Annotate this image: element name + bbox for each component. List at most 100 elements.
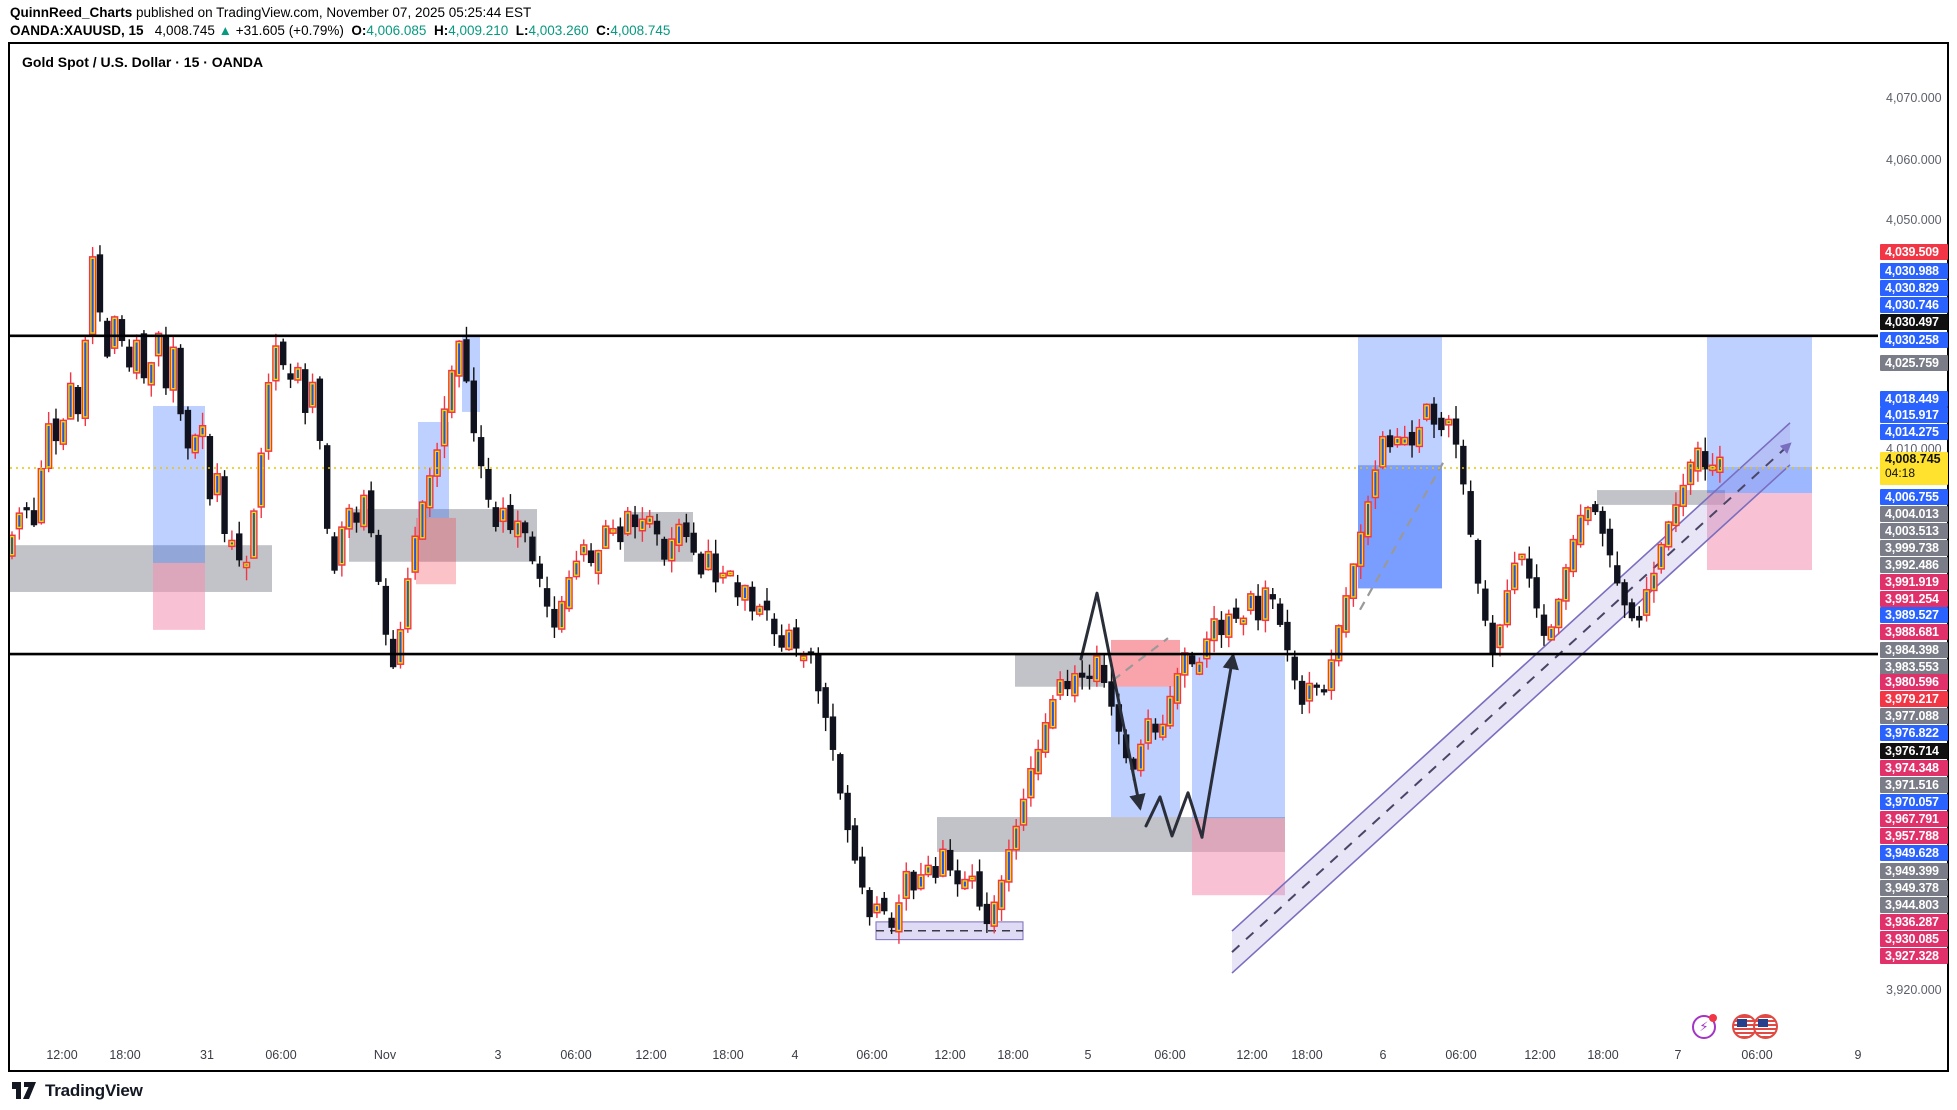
us-flag-event-icon[interactable]	[1753, 1014, 1778, 1039]
channel-midline[interactable]	[1231, 442, 1792, 953]
price-badge-pink[interactable]: 3,974.348	[1880, 760, 1948, 776]
dashed-trendline[interactable]	[1359, 462, 1444, 611]
time-axis-tick: 18:00	[1291, 1048, 1323, 1062]
price-badge-gray[interactable]: 3,999.738	[1880, 540, 1948, 556]
price-badge-blue[interactable]: 4,030.746	[1880, 297, 1948, 313]
price-badge-blue[interactable]: 4,006.755	[1880, 489, 1948, 505]
price-badge-gray[interactable]: 3,949.378	[1880, 880, 1948, 896]
projection-w-pattern[interactable]	[1144, 791, 1204, 839]
zone-pink[interactable]	[153, 562, 205, 630]
price-badge-blue[interactable]: 3,970.057	[1880, 794, 1948, 810]
price-badge-pink[interactable]: 3,988.681	[1880, 624, 1948, 640]
time-axis-tick: 31	[200, 1048, 214, 1062]
time-axis-tick: 9	[1854, 1048, 1862, 1062]
price-badge-pink[interactable]: 3,930.085	[1880, 931, 1948, 947]
projection-arrow-up[interactable]	[1200, 652, 1239, 839]
price-badge-black[interactable]: 3,976.714	[1880, 743, 1948, 759]
price-badge-pink[interactable]: 3,957.788	[1880, 828, 1948, 844]
price-badge-blue[interactable]: 4,030.988	[1880, 263, 1948, 279]
price-badge-pink[interactable]: 3,967.791	[1880, 811, 1948, 827]
price-badge-blue[interactable]: 4,030.829	[1880, 280, 1948, 296]
alert-dot-icon	[1709, 1013, 1717, 1022]
price-badge-blue[interactable]: 4,018.449	[1880, 391, 1948, 407]
price-badge-pink[interactable]: 3,927.328	[1880, 948, 1948, 964]
price-badge-gray[interactable]: 3,944.803	[1880, 897, 1948, 913]
zone-blue[interactable]	[153, 405, 205, 563]
time-axis-tick: 18:00	[997, 1048, 1029, 1062]
price-badge-gray[interactable]: 3,984.398	[1880, 642, 1948, 658]
chart-legend-title[interactable]: Gold Spot / U.S. Dollar · 15 · OANDA	[22, 54, 264, 70]
time-axis-tick: 06:00	[1741, 1048, 1773, 1062]
time-axis-tick: 06:00	[856, 1048, 888, 1062]
price-badge-blue[interactable]: 3,949.628	[1880, 845, 1948, 861]
time-axis-tick: 06:00	[1445, 1048, 1477, 1062]
current-price-badge[interactable]: 4,008.745 04:18	[1880, 452, 1948, 485]
time-axis-tick: 7	[1674, 1048, 1682, 1062]
author-name: QuinnReed_Charts	[10, 5, 133, 20]
zone-bluedense[interactable]	[1707, 466, 1812, 494]
price-badge-gray[interactable]: 3,949.399	[1880, 863, 1948, 879]
projection-arrow-down[interactable]	[1079, 591, 1146, 811]
price-badge-blue[interactable]: 3,976.822	[1880, 725, 1948, 741]
channel-fill[interactable]	[1232, 422, 1790, 974]
zone-red[interactable]	[1111, 639, 1180, 687]
low-label: L:	[515, 23, 529, 38]
time-axis-tick: 4	[791, 1048, 799, 1062]
channel-lower-line[interactable]	[1231, 464, 1791, 974]
zone-blue[interactable]	[1707, 336, 1812, 467]
time-axis-tick: 12:00	[934, 1048, 966, 1062]
price-badge-gray[interactable]: 3,971.516	[1880, 777, 1948, 793]
price-axis-tick: 4,060.000	[1886, 153, 1942, 167]
time-axis-tick: 06:00	[265, 1048, 297, 1062]
price-badge-blue[interactable]: 4,014.275	[1880, 424, 1948, 440]
price-badge-pink[interactable]: 3,936.287	[1880, 914, 1948, 930]
tradingview-footer: TradingView	[12, 1080, 143, 1102]
price-badge-gray[interactable]: 4,025.759	[1880, 355, 1948, 371]
zone-gray[interactable]	[9, 545, 272, 592]
time-axis-tick: 18:00	[1587, 1048, 1619, 1062]
price-badge-pink[interactable]: 3,991.919	[1880, 574, 1948, 590]
price-badge-blue[interactable]: 4,015.917	[1880, 407, 1948, 423]
time-axis-tick: 12:00	[635, 1048, 667, 1062]
time-axis-tick: 18:00	[712, 1048, 744, 1062]
zone-pink[interactable]	[1192, 818, 1285, 896]
price-badge-gray[interactable]: 3,983.553	[1880, 659, 1948, 675]
economic-event-flash-icon[interactable]: ⚡	[1692, 1013, 1717, 1039]
tradingview-logo-icon[interactable]	[12, 1080, 37, 1102]
price-badge-pink[interactable]: 3,980.596	[1880, 674, 1948, 690]
time-axis-tick: 5	[1084, 1048, 1092, 1062]
time-axis-tick: 12:00	[1524, 1048, 1556, 1062]
price-badge-gray[interactable]: 3,992.486	[1880, 557, 1948, 573]
channel-upper-line[interactable]	[1231, 422, 1791, 932]
price-badge-gray[interactable]: 3,977.088	[1880, 708, 1948, 724]
dashed-trendline[interactable]	[1112, 637, 1169, 682]
price-badge-gray[interactable]: 4,004.013	[1880, 506, 1948, 522]
symbol-info-row: OANDA:XAUUSD, 15 4,008.745 ▲ +31.605 (+0…	[10, 23, 670, 38]
price-badge-blue[interactable]: 3,989.527	[1880, 607, 1948, 623]
price-badge-blue[interactable]: 4,030.258	[1880, 332, 1948, 348]
up-arrow-icon: ▲	[218, 23, 232, 38]
price-badge-red[interactable]: 3,979.217	[1880, 691, 1948, 707]
zone-blue[interactable]	[1358, 336, 1442, 589]
zone-blue[interactable]	[1192, 655, 1285, 819]
current-price-value: 4,008.745	[1885, 452, 1941, 466]
zone-pink[interactable]	[1707, 493, 1812, 571]
time-axis-tick: 06:00	[1154, 1048, 1186, 1062]
time-axis-tick: 06:00	[560, 1048, 592, 1062]
price-axis-tick: 4,070.000	[1886, 91, 1942, 105]
price-axis-tick: 3,920.000	[1886, 983, 1942, 997]
high-label: H:	[433, 23, 449, 38]
price-axis-tick: 4,050.000	[1886, 213, 1942, 227]
zone-gray[interactable]	[1597, 490, 1725, 505]
close-label: C:	[596, 23, 611, 38]
time-axis-tick: 12:00	[46, 1048, 78, 1062]
low-value: 4,003.260	[528, 23, 589, 38]
price-badge-gray[interactable]: 4,003.513	[1880, 523, 1948, 539]
price-badge-red[interactable]: 4,039.509	[1880, 244, 1948, 260]
us-flag-events[interactable]	[1732, 1014, 1778, 1039]
symbol-label[interactable]: OANDA:XAUUSD, 15	[10, 23, 144, 38]
price-badge-black[interactable]: 4,030.497	[1880, 314, 1948, 330]
tradingview-wordmark[interactable]: TradingView	[45, 1081, 143, 1100]
price-badge-pink[interactable]: 3,991.254	[1880, 591, 1948, 607]
